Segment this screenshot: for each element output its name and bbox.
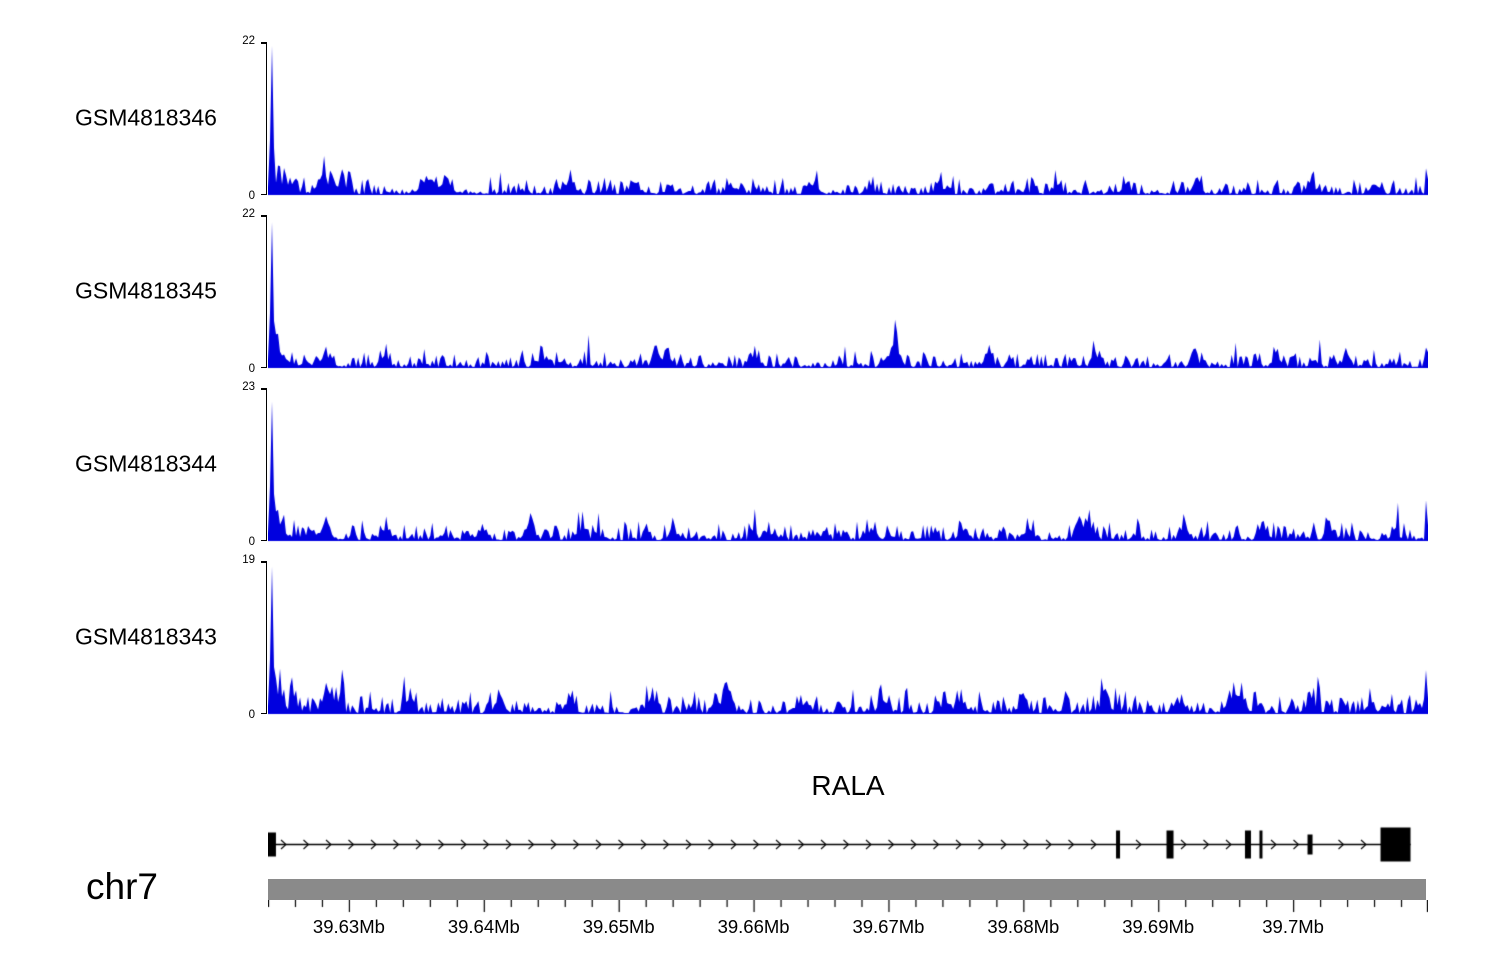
coordinate-tick-label: 39.66Mb: [717, 916, 790, 937]
y-axis-max-label: 22: [242, 208, 255, 220]
track-sample-label: GSM4818345: [75, 277, 217, 304]
y-axis-zero-label: 0: [248, 536, 255, 548]
y-axis-zero-label: 0: [248, 363, 255, 375]
coverage-signal-canvas: [268, 38, 1428, 198]
coordinate-tick-label: 39.65Mb: [582, 916, 655, 937]
coordinate-tick-label: 39.67Mb: [852, 916, 925, 937]
chromosome-label: chr7: [86, 866, 158, 907]
y-axis-max-label: 22: [242, 35, 255, 47]
coverage-track: GSM4818346 22 0: [0, 35, 1500, 202]
y-axis-top-tick: [261, 388, 267, 390]
coverage-track: GSM4818343 19 0: [0, 554, 1500, 721]
track-y-axis: 19 0: [236, 554, 267, 721]
y-axis-zero-tick: [261, 366, 267, 368]
coordinate-tick-label: 39.69Mb: [1122, 916, 1195, 937]
track-sample-label: GSM4818343: [75, 623, 217, 650]
coordinate-tick-label: 39.63Mb: [312, 916, 385, 937]
coverage-signal-canvas: [268, 557, 1428, 717]
track-sample-label: GSM4818344: [75, 450, 217, 477]
y-axis-max-label: 19: [242, 554, 255, 566]
y-axis-max-label: 23: [242, 381, 255, 393]
coverage-track: GSM4818344 23 0: [0, 381, 1500, 548]
track-y-axis: 23 0: [236, 381, 267, 548]
coordinate-tick-label: 39.68Mb: [987, 916, 1060, 937]
track-y-axis: 22 0: [236, 208, 267, 375]
y-axis-zero-label: 0: [248, 709, 255, 721]
coordinate-tick-label: 39.7Mb: [1262, 916, 1324, 937]
coverage-signal-canvas: [268, 384, 1428, 544]
gene-name-label: RALA: [811, 770, 885, 801]
y-axis-zero-label: 0: [248, 190, 255, 202]
y-axis-top-tick: [261, 215, 267, 217]
gene-model-canvas: [268, 804, 1428, 880]
y-axis-zero-tick: [261, 712, 267, 714]
coverage-signal-canvas: [268, 211, 1428, 371]
y-axis-top-tick: [261, 42, 267, 44]
track-y-axis: 22 0: [236, 35, 267, 202]
y-axis-top-tick: [261, 561, 267, 563]
y-axis-zero-tick: [261, 539, 267, 541]
coordinate-tick-label: 39.64Mb: [447, 916, 520, 937]
track-sample-label: GSM4818346: [75, 104, 217, 131]
coverage-track: GSM4818345 22 0: [0, 208, 1500, 375]
y-axis-zero-tick: [261, 193, 267, 195]
chromosome-bar: [268, 879, 1426, 900]
ruler-ticks-canvas: [268, 900, 1428, 916]
